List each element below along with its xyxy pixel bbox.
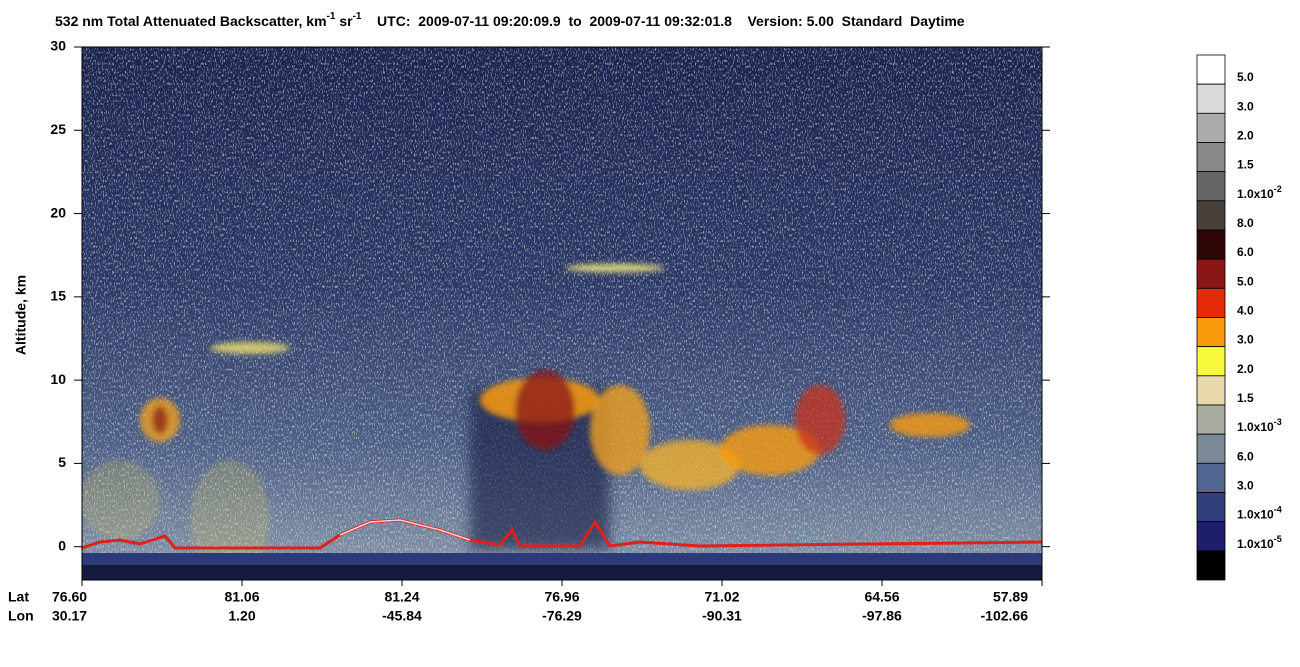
- colorbar-swatch: [1196, 550, 1226, 581]
- colorbar-label: 1.5: [1237, 391, 1254, 405]
- x-tick-label: -102.66: [981, 608, 1029, 624]
- title-part: UTC: 2009-07-11 09:20:09.9 to 2009-07-11…: [361, 13, 964, 29]
- colorbar-swatch: [1196, 200, 1226, 231]
- colorbar-label-text: 5.0: [1237, 275, 1254, 289]
- colorbar-label-text: 8.0: [1237, 216, 1254, 230]
- colorbar-swatch: [1196, 521, 1226, 552]
- surface-highlight: [339, 519, 471, 541]
- colorbar-swatch: [1196, 462, 1226, 493]
- x-tick-label: 57.89: [993, 589, 1028, 605]
- colorbar-swatch: [1196, 54, 1226, 85]
- title-part: -1: [327, 11, 336, 22]
- colorbar-swatch: [1196, 258, 1226, 289]
- colorbar-label: 1.0x10-2: [1237, 184, 1282, 201]
- y-tick-label: 30: [50, 38, 66, 54]
- colorbar-label-text: 1.5: [1237, 391, 1254, 405]
- colorbar-label: 6.0: [1237, 450, 1254, 464]
- colorbar-label: 1.5: [1237, 158, 1254, 172]
- colorbar-swatch: [1196, 142, 1226, 173]
- colorbar-label-text: 2.0: [1237, 129, 1254, 143]
- y-tick-label: 5: [58, 454, 66, 470]
- colorbar-label-text: 1.0x10: [1237, 420, 1274, 434]
- x-row-name: Lat: [8, 589, 29, 605]
- colorbar-swatch: [1196, 287, 1226, 318]
- colorbar-label: 1.0x10-3: [1237, 418, 1282, 435]
- title-part: 532 nm Total Attenuated Backscatter, km: [55, 13, 327, 29]
- colorbar-swatch: [1196, 171, 1226, 202]
- colorbar-swatch: [1196, 229, 1226, 260]
- x-row-name: Lon: [8, 608, 34, 624]
- colorbar-label: 2.0: [1237, 362, 1254, 376]
- y-tick-label: 20: [50, 204, 66, 220]
- colorbar-swatch: [1196, 317, 1226, 348]
- colorbar-swatch: [1196, 375, 1226, 406]
- y-tick-label: 25: [50, 121, 66, 137]
- colorbar-label: 5.0: [1237, 275, 1254, 289]
- cloud-layers: [82, 264, 970, 580]
- colorbar-label-text: 3.0: [1237, 479, 1254, 493]
- x-tick-label: 76.60: [52, 589, 87, 605]
- colorbar-swatch: [1196, 404, 1226, 435]
- colorbar-label: 3.0: [1237, 333, 1254, 347]
- colorbar-label-text: 1.5: [1237, 158, 1254, 172]
- colorbar-swatch: [1196, 346, 1226, 377]
- colorbar-label: 3.0: [1237, 479, 1254, 493]
- colorbar-label-text: 1.0x10: [1237, 537, 1274, 551]
- colorbar-swatch: [1196, 83, 1226, 114]
- colorbar-swatch: [1196, 492, 1226, 523]
- x-tick-label: -45.84: [382, 608, 422, 624]
- x-tick-label: 64.56: [864, 589, 899, 605]
- x-tick-label: -97.86: [862, 608, 902, 624]
- x-tick-label: 71.02: [704, 589, 739, 605]
- y-axis-label: Altitude, km: [13, 275, 29, 355]
- colorbar-swatch: [1196, 112, 1226, 143]
- colorbar-label-exp: -4: [1274, 505, 1282, 515]
- colorbar-label: 1.0x10-4: [1237, 505, 1282, 522]
- colorbar-label-text: 1.0x10: [1237, 187, 1274, 201]
- x-tick-label: 81.06: [224, 589, 259, 605]
- backscatter-image: [82, 47, 1042, 580]
- x-tick-label: 30.17: [52, 608, 87, 624]
- colorbar-label-text: 2.0: [1237, 362, 1254, 376]
- colorbar-label: 4.0: [1237, 304, 1254, 318]
- colorbar-label: 5.0: [1237, 70, 1254, 84]
- title-part: -1: [353, 11, 362, 22]
- colorbar: 5.03.02.01.51.0x10-28.06.05.04.03.02.01.…: [1196, 54, 1282, 581]
- x-tick-label: 76.96: [544, 589, 579, 605]
- colorbar-label-text: 5.0: [1237, 70, 1254, 84]
- chart-title: 532 nm Total Attenuated Backscatter, km-…: [55, 11, 965, 29]
- colorbar-label: 3.0: [1237, 100, 1254, 114]
- title-part: sr: [335, 13, 353, 29]
- colorbar-label-exp: -5: [1274, 534, 1282, 544]
- colorbar-label-text: 3.0: [1237, 100, 1254, 114]
- x-tick-label: 1.20: [228, 608, 255, 624]
- colorbar-label: 1.0x10-5: [1237, 534, 1282, 551]
- subsurface-dark: [82, 565, 1042, 580]
- colorbar-label-text: 1.0x10: [1237, 508, 1274, 522]
- colorbar-label-exp: -2: [1274, 184, 1282, 194]
- x-tick-label: -76.29: [542, 608, 582, 624]
- y-tick-label: 10: [50, 371, 66, 387]
- colorbar-label-text: 4.0: [1237, 304, 1254, 318]
- colorbar-label-text: 3.0: [1237, 333, 1254, 347]
- colorbar-label: 6.0: [1237, 245, 1254, 259]
- x-tick-label: 81.24: [384, 589, 419, 605]
- colorbar-label: 8.0: [1237, 216, 1254, 230]
- y-tick-label: 0: [58, 537, 66, 553]
- colorbar-label-exp: -3: [1274, 418, 1282, 428]
- colorbar-label: 2.0: [1237, 129, 1254, 143]
- colorbar-label-text: 6.0: [1237, 450, 1254, 464]
- x-tick-label: -90.31: [702, 608, 742, 624]
- colorbar-label-text: 6.0: [1237, 245, 1254, 259]
- colorbar-swatch: [1196, 433, 1226, 464]
- y-tick-label: 15: [50, 288, 66, 304]
